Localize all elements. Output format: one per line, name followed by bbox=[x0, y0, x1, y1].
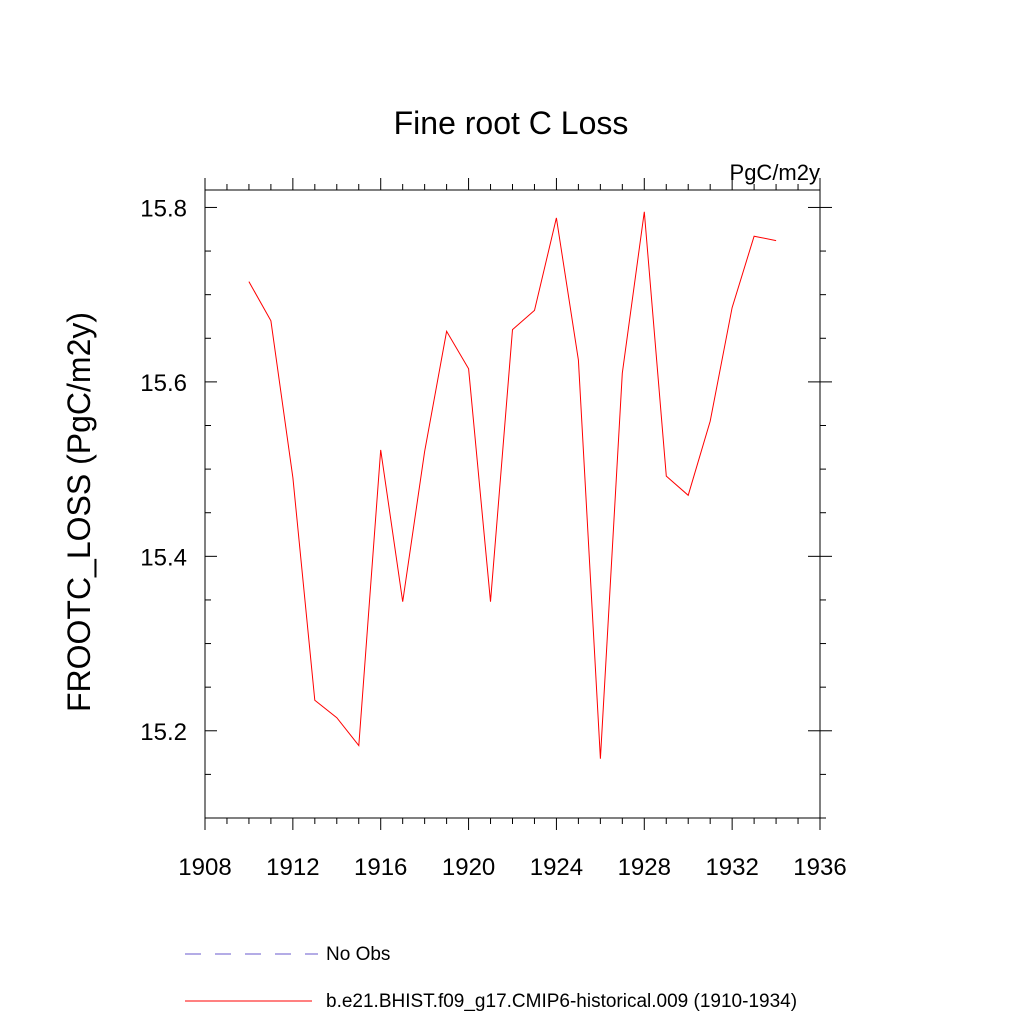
legend-label-no-obs: No Obs bbox=[326, 944, 390, 965]
x-tick-label: 1932 bbox=[705, 854, 758, 881]
x-tick-label: 1920 bbox=[442, 854, 495, 881]
x-tick-label: 1908 bbox=[178, 854, 231, 881]
units-label: PgC/m2y bbox=[730, 160, 820, 185]
x-tick-label: 1916 bbox=[354, 854, 407, 881]
series-layer bbox=[248, 211, 777, 759]
y-tick-label: 15.8 bbox=[140, 195, 187, 222]
x-tick-label: 1936 bbox=[793, 854, 846, 881]
y-tick-label: 15.4 bbox=[140, 544, 187, 571]
y-tick-label: 15.2 bbox=[140, 719, 187, 746]
x-tick-label: 1924 bbox=[530, 854, 583, 881]
legend: No Obs b.e21.BHIST.f09_g17.CMIP6-histori… bbox=[185, 944, 797, 1012]
legend-label-historical: b.e21.BHIST.f09_g17.CMIP6-historical.009… bbox=[326, 991, 797, 1012]
y-axis-label: FROOTC_LOSS (PgC/m2y) bbox=[61, 312, 97, 712]
y-tick-label: 15.6 bbox=[140, 370, 187, 397]
x-axis-ticks: 1908 1912 1916 1920 1924 1928 1932 1936 bbox=[178, 178, 847, 881]
plot-frame bbox=[204, 189, 821, 819]
y-axis-ticks: 15.2 15.4 15.6 15.8 bbox=[140, 195, 832, 819]
x-tick-label: 1928 bbox=[618, 854, 671, 881]
chart-title: Fine root C Loss bbox=[394, 105, 629, 141]
x-tick-label: 1912 bbox=[266, 854, 319, 881]
series-line-historical bbox=[248, 211, 777, 759]
